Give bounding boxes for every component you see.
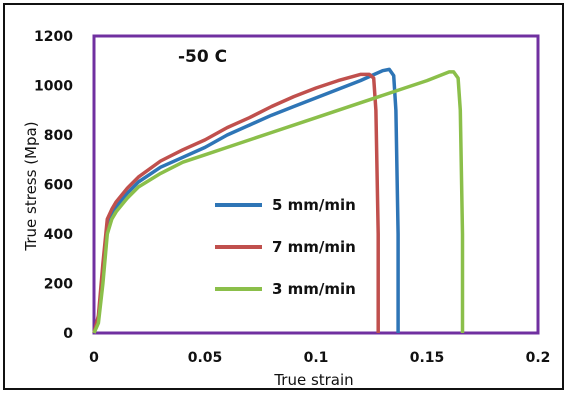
- series-line-1: [92, 67, 400, 334]
- y-tick-label: 1200: [34, 29, 73, 45]
- series-line-2: [92, 72, 380, 334]
- temperature-annotation: -50 C: [178, 47, 227, 67]
- x-tick-label: 0.2: [526, 350, 551, 366]
- y-tick-label: 600: [44, 178, 73, 194]
- y-tick-label: 1000: [34, 79, 73, 95]
- legend-label-1: 5 mm/min: [272, 196, 356, 214]
- plot-border: [92, 34, 540, 335]
- x-axis-label: True strain: [273, 371, 353, 389]
- series-layer: [92, 67, 465, 334]
- y-tick-label: 200: [44, 277, 73, 293]
- y-axis-label: True stress (Mpa): [22, 121, 40, 251]
- legend-label-3: 3 mm/min: [272, 280, 356, 298]
- legend-label-2: 7 mm/min: [272, 238, 356, 256]
- x-tick-label: 0.1: [304, 350, 329, 366]
- y-tick-labels: 0 200 400 600 800 1000 1200: [34, 29, 73, 342]
- legend: 5 mm/min 7 mm/min 3 mm/min: [215, 196, 356, 298]
- y-tick-label: 0: [63, 326, 73, 342]
- x-tick-label: 0: [89, 350, 99, 366]
- x-tick-label: 0.05: [188, 350, 223, 366]
- series-line-3: [92, 70, 465, 334]
- y-tick-label: 400: [44, 227, 73, 243]
- y-tick-label: 800: [44, 128, 73, 144]
- x-tick-label: 0.15: [410, 350, 445, 366]
- x-tick-labels: 0 0.05 0.1 0.15 0.2: [89, 350, 550, 366]
